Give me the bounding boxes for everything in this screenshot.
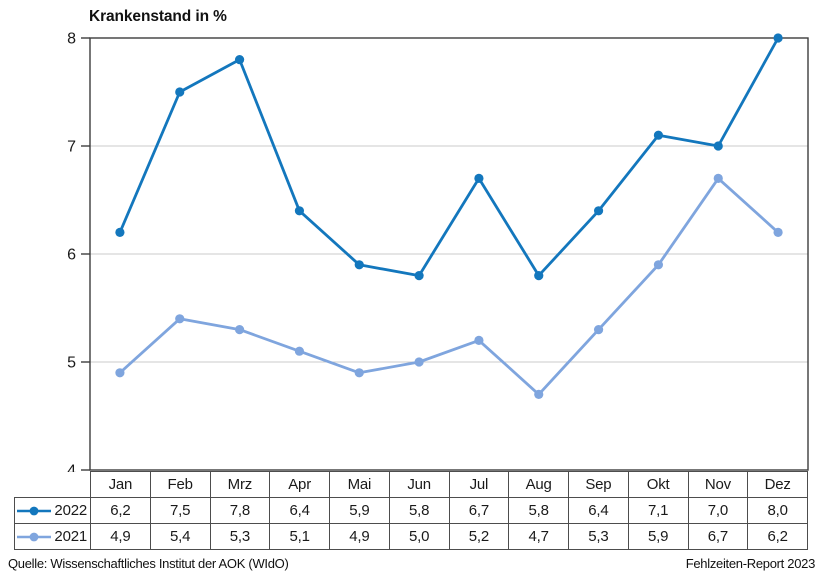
month-header-Aug: Aug bbox=[508, 471, 569, 498]
data-table: Jan Feb Mrz Apr Mai Jun Jul Aug Sep Okt Nov Dez 2022… bbox=[14, 471, 808, 550]
month-header-Apr: Apr bbox=[269, 471, 330, 498]
value-cell-2022-Jan: 6,2 bbox=[90, 497, 151, 524]
data-point-2021-Aug bbox=[534, 389, 544, 399]
value-cell-2021-Jul: 5,2 bbox=[448, 523, 510, 550]
month-header-Jan: Jan bbox=[90, 471, 151, 498]
month-header-Mai: Mai bbox=[329, 471, 390, 498]
chart-title: Krankenstand in % bbox=[89, 8, 227, 25]
y-axis-label: 7 bbox=[67, 139, 76, 156]
series-line-2021 bbox=[118, 176, 780, 396]
month-header-Sep: Sep bbox=[568, 471, 629, 498]
value-cell-2021-Apr: 5,1 bbox=[269, 523, 330, 550]
data-point-2021-Mrz bbox=[234, 325, 245, 335]
data-point-2022-Dez bbox=[773, 33, 783, 43]
value-cell-2021-Okt: 5,9 bbox=[627, 523, 689, 550]
month-header-Dez: Dez bbox=[747, 471, 808, 498]
legend-marker-icon bbox=[17, 506, 52, 515]
month-header-Jun: Jun bbox=[388, 471, 450, 498]
data-point-2022-Jun bbox=[414, 271, 424, 281]
source-note: Quelle: Wissenschaftliches Institut der … bbox=[8, 556, 289, 571]
value-cell-2021-Dez: 6,2 bbox=[747, 523, 808, 550]
y-axis-label: 5 bbox=[67, 355, 76, 372]
data-point-2022-Aug bbox=[534, 271, 544, 281]
data-point-2021-Apr bbox=[294, 346, 305, 356]
value-cell-2022-Jun: 5,8 bbox=[388, 497, 450, 524]
legend-marker-icon bbox=[17, 532, 52, 541]
data-point-2022-Feb bbox=[175, 87, 185, 97]
line-chart-plot: 4 5 6 7 8 bbox=[67, 31, 809, 473]
data-point-2021-Feb bbox=[175, 314, 185, 324]
value-cell-2021-Mai: 4,9 bbox=[329, 523, 390, 550]
data-point-2022-Mrz bbox=[234, 55, 245, 65]
data-point-2022-Jan bbox=[115, 227, 125, 237]
data-point-2021-Jun bbox=[414, 357, 424, 367]
data-point-2021-Nov bbox=[713, 173, 723, 183]
value-cell-2021-Feb: 5,4 bbox=[149, 523, 211, 550]
month-header-Nov: Nov bbox=[687, 471, 749, 498]
legend-label: 2022 bbox=[54, 502, 87, 519]
month-header-Jul: Jul bbox=[448, 471, 510, 498]
legend-item-2022: 2022 bbox=[14, 497, 91, 524]
month-header-Feb: Feb bbox=[149, 471, 211, 498]
value-cell-2022-Dez: 8,0 bbox=[747, 497, 808, 524]
table-row-2022: 2022 6,2 7,5 7,8 6,4 5,9 5,8 6,7 5,8 6,4 7,1 7,0 8,0 bbox=[14, 497, 808, 524]
data-point-2022-Nov bbox=[713, 141, 723, 151]
data-point-2022-Jul bbox=[474, 173, 484, 183]
value-cell-2022-Nov: 7,0 bbox=[687, 497, 749, 524]
data-point-2022-Apr bbox=[294, 206, 305, 216]
value-cell-2022-Jul: 6,7 bbox=[448, 497, 510, 524]
data-point-2021-Jul bbox=[474, 335, 484, 345]
y-axis-label: 4 bbox=[67, 463, 76, 473]
data-point-2021-Sep bbox=[593, 325, 604, 335]
legend-label: 2021 bbox=[54, 528, 87, 545]
data-point-2021-Mai bbox=[354, 368, 364, 378]
data-point-2021-Dez bbox=[773, 227, 783, 237]
data-point-2021-Jan bbox=[115, 368, 125, 378]
value-cell-2022-Okt: 7,1 bbox=[627, 497, 689, 524]
month-header-Mrz: Mrz bbox=[209, 471, 271, 498]
value-cell-2022-Sep: 6,4 bbox=[568, 497, 629, 524]
value-cell-2021-Jan: 4,9 bbox=[90, 523, 151, 550]
data-point-2022-Okt bbox=[653, 130, 664, 140]
data-point-2022-Mai bbox=[354, 260, 364, 270]
data-point-2022-Sep bbox=[593, 206, 604, 216]
value-cell-2021-Sep: 5,3 bbox=[568, 523, 629, 550]
data-point-2021-Okt bbox=[653, 260, 664, 270]
y-axis-label: 6 bbox=[67, 247, 76, 264]
report-note: Fehlzeiten-Report 2023 bbox=[685, 556, 816, 571]
legend-item-2021: 2021 bbox=[14, 523, 91, 550]
value-cell-2021-Aug: 4,7 bbox=[508, 523, 569, 550]
value-cell-2022-Aug: 5,8 bbox=[508, 497, 569, 524]
value-cell-2021-Jun: 5,0 bbox=[388, 523, 450, 550]
month-header-Okt: Okt bbox=[627, 471, 689, 498]
series-line-2022 bbox=[118, 36, 780, 278]
value-cell-2021-Nov: 6,7 bbox=[687, 523, 749, 550]
value-cell-2021-Mrz: 5,3 bbox=[209, 523, 271, 550]
value-cell-2022-Apr: 6,4 bbox=[269, 497, 330, 524]
value-cell-2022-Mai: 5,9 bbox=[329, 497, 390, 524]
y-axis-label: 8 bbox=[67, 31, 76, 48]
value-cell-2022-Feb: 7,5 bbox=[149, 497, 211, 524]
table-corner-cell bbox=[15, 472, 91, 498]
table-row-2021: 2021 4,9 5,4 5,3 5,1 4,9 5,0 5,2 4,7 5,3 5,9 6,7 6,2 bbox=[14, 523, 808, 550]
value-cell-2022-Mrz: 7,8 bbox=[209, 497, 271, 524]
